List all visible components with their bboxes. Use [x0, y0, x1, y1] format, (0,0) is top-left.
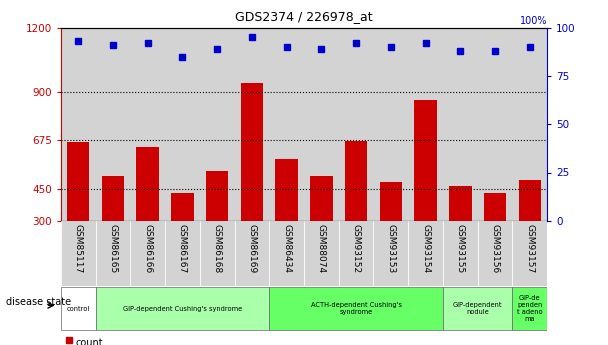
Bar: [95, 221, 130, 286]
Text: GSM86168: GSM86168: [213, 224, 222, 273]
Text: GIP-de
penden
t adeno
ma: GIP-de penden t adeno ma: [517, 295, 543, 322]
Bar: [67, 142, 89, 221]
Bar: [443, 28, 478, 221]
Bar: [61, 28, 95, 221]
Bar: [310, 176, 333, 221]
Bar: [235, 28, 269, 221]
Bar: [95, 287, 269, 330]
Bar: [449, 186, 472, 221]
Text: GSM86167: GSM86167: [178, 224, 187, 273]
Bar: [443, 287, 513, 330]
Bar: [206, 171, 229, 221]
Text: GSM86434: GSM86434: [282, 224, 291, 273]
Text: GSM93154: GSM93154: [421, 224, 430, 273]
Text: GIP-dependent
nodule: GIP-dependent nodule: [453, 302, 502, 315]
Bar: [171, 193, 194, 221]
Bar: [513, 28, 547, 221]
Bar: [443, 221, 478, 286]
Text: GSM93153: GSM93153: [386, 224, 395, 273]
Text: GDS2374 / 226978_at: GDS2374 / 226978_at: [235, 10, 373, 23]
Bar: [61, 221, 95, 286]
Bar: [130, 221, 165, 286]
Bar: [513, 221, 547, 286]
Text: count: count: [76, 338, 103, 345]
Bar: [304, 28, 339, 221]
Bar: [478, 221, 513, 286]
Bar: [130, 28, 165, 221]
Bar: [165, 221, 200, 286]
Text: ACTH-dependent Cushing's
syndrome: ACTH-dependent Cushing's syndrome: [311, 302, 402, 315]
Bar: [339, 221, 373, 286]
Bar: [345, 141, 367, 221]
Bar: [484, 193, 506, 221]
Text: GSM85117: GSM85117: [74, 224, 83, 273]
Bar: [136, 147, 159, 221]
Bar: [339, 28, 373, 221]
Bar: [102, 176, 124, 221]
Bar: [275, 159, 298, 221]
Text: GSM93152: GSM93152: [351, 224, 361, 273]
Text: control: control: [66, 306, 90, 312]
Bar: [269, 28, 304, 221]
Bar: [373, 28, 408, 221]
Text: GSM88074: GSM88074: [317, 224, 326, 273]
Text: GIP-dependent Cushing's syndrome: GIP-dependent Cushing's syndrome: [123, 306, 242, 312]
Text: GSM86166: GSM86166: [143, 224, 152, 273]
Bar: [200, 221, 235, 286]
Bar: [408, 28, 443, 221]
Bar: [478, 28, 513, 221]
Text: GSM93157: GSM93157: [525, 224, 534, 273]
Bar: [373, 221, 408, 286]
Text: GSM93156: GSM93156: [491, 224, 500, 273]
Text: GSM86169: GSM86169: [247, 224, 257, 273]
Bar: [241, 83, 263, 221]
Bar: [519, 180, 541, 221]
Bar: [379, 182, 402, 221]
Text: 100%: 100%: [520, 16, 547, 26]
Bar: [200, 28, 235, 221]
Bar: [95, 28, 130, 221]
Bar: [304, 221, 339, 286]
Bar: [513, 287, 547, 330]
Text: disease state: disease state: [6, 297, 71, 307]
Bar: [61, 287, 95, 330]
Bar: [269, 287, 443, 330]
Bar: [414, 99, 437, 221]
Bar: [165, 28, 200, 221]
Text: GSM86165: GSM86165: [108, 224, 117, 273]
Bar: [408, 221, 443, 286]
Bar: [235, 221, 269, 286]
Bar: [269, 221, 304, 286]
Text: GSM93155: GSM93155: [456, 224, 465, 273]
